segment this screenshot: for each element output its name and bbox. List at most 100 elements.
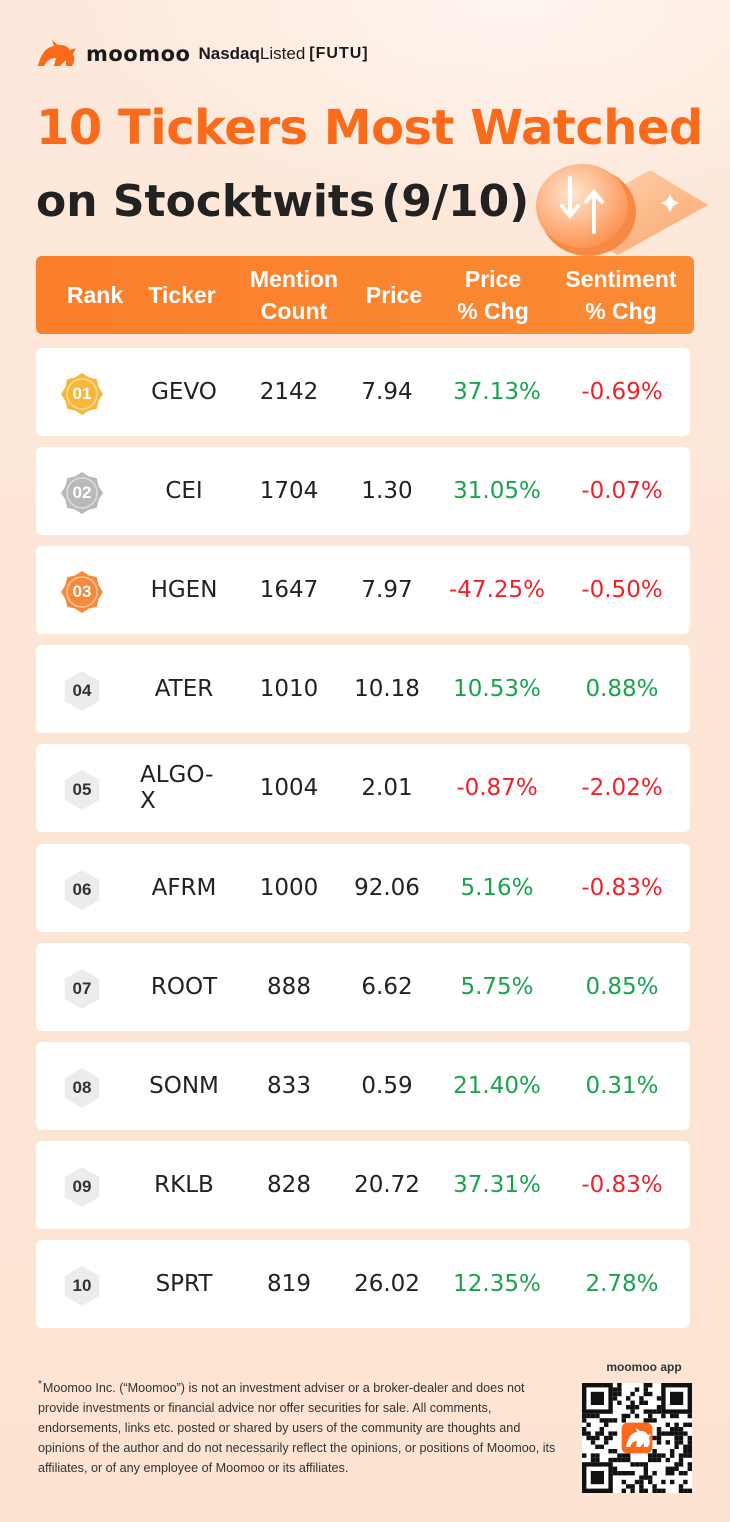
price-change: 12.35% — [453, 1271, 541, 1297]
rank-number: 08 — [72, 1078, 92, 1097]
price-change: 37.31% — [453, 1172, 541, 1198]
price-change: 10.53% — [453, 676, 541, 702]
rank-badge: 02 — [60, 471, 104, 515]
rank-badge-icon — [64, 1068, 100, 1108]
table-row: 09 RKLB 828 20.72 37.31% -0.83% — [36, 1141, 690, 1229]
rank-badge-icon — [64, 870, 100, 910]
brand-name: moomoo — [86, 42, 191, 66]
table-row: 06 AFRM 1000 92.06 5.16% -0.83% — [36, 844, 690, 932]
moomoo-logo-icon — [38, 40, 76, 66]
ticker-symbol: ATER — [154, 676, 214, 702]
price: 1.30 — [361, 478, 413, 504]
ticker-symbol: AFRM — [151, 875, 217, 901]
ticker-symbol: RKLB — [154, 1172, 214, 1198]
price-change: 21.40% — [453, 1073, 541, 1099]
mention-count: 828 — [267, 1172, 311, 1198]
ticker-symbol: SPRT — [155, 1271, 213, 1297]
disclaimer: *Moomoo Inc. (“Moomoo”) is not an invest… — [38, 1378, 568, 1478]
mention-count: 1704 — [259, 478, 319, 504]
rank-number: 07 — [72, 979, 92, 998]
sentiment-change: 2.78% — [585, 1271, 659, 1297]
rank-number: 04 — [72, 681, 92, 700]
coin-arrows-icon — [536, 164, 708, 256]
column-sentiment-chg: Sentiment% Chg — [565, 266, 677, 324]
rank-badge: 03 — [60, 570, 104, 614]
table-row: 10 SPRT 819 26.02 12.35% 2.78% — [36, 1240, 690, 1328]
page-title: 10 Tickers Most Watched — [36, 100, 703, 156]
rank-badge-icon — [61, 571, 103, 613]
column-ticker: Ticker — [148, 282, 216, 308]
price-change: 37.13% — [453, 379, 541, 405]
ticker-symbol: HGEN — [150, 577, 218, 603]
mention-count: 1010 — [259, 676, 319, 702]
disclaimer-marker: * — [38, 1379, 42, 1390]
table-row: 07 ROOT 888 6.62 5.75% 0.85% — [36, 943, 690, 1031]
rank-number: 02 — [72, 483, 92, 502]
price: 2.01 — [361, 775, 413, 801]
rank-badge-icon — [64, 969, 100, 1009]
rank-badge: 08 — [60, 1066, 104, 1110]
price: 7.94 — [361, 379, 413, 405]
mention-count: 888 — [267, 974, 311, 1000]
ticker-symbol: SONM — [149, 1073, 219, 1099]
rank-badge: 01 — [60, 372, 104, 416]
sentiment-change: 0.88% — [585, 676, 659, 702]
disclaimer-text: Moomoo Inc. (“Moomoo”) is not an investm… — [38, 1381, 556, 1475]
page-subtitle: on Stocktwits (9/10) — [36, 176, 529, 227]
rank-badge-icon — [61, 373, 103, 415]
rank-badge-icon — [64, 671, 100, 711]
rank-badge: 06 — [60, 868, 104, 912]
sentiment-change: -0.83% — [581, 1172, 663, 1198]
price-change: 5.75% — [460, 974, 534, 1000]
rank-badge: 10 — [60, 1264, 104, 1308]
mention-count: 833 — [267, 1073, 311, 1099]
ticker-symbol: ROOT — [150, 974, 218, 1000]
app-label: moomoo app — [606, 1360, 682, 1374]
rank-number: 05 — [72, 780, 92, 799]
table-header: Rank Ticker Mention Count Price Price% Ch… — [36, 256, 694, 334]
rank-number: 10 — [72, 1276, 92, 1295]
table-row: 05 ALGO-X 1004 2.01 -0.87% -2.02% — [36, 744, 690, 832]
futu-ticker: [FUTU] — [309, 45, 369, 62]
table-row: 08 SONM 833 0.59 21.40% 0.31% — [36, 1042, 690, 1130]
brand-header: moomoo NasdaqListed [FUTU] — [36, 36, 369, 72]
rank-number: 09 — [72, 1177, 92, 1196]
table-row: 02 CEI 1704 1.30 31.05% -0.07% — [36, 447, 690, 535]
sentiment-change: 0.31% — [585, 1073, 659, 1099]
mention-count: 1004 — [259, 775, 319, 801]
sentiment-change: -0.50% — [581, 577, 663, 603]
price-change: 31.05% — [453, 478, 541, 504]
rank-badge-icon — [61, 472, 103, 514]
ticker-symbol: CEI — [165, 478, 203, 504]
rank-badge: 07 — [60, 967, 104, 1011]
price-change: 5.16% — [460, 875, 534, 901]
price: 26.02 — [354, 1271, 420, 1297]
rank-badge: 09 — [60, 1165, 104, 1209]
price-change: -0.87% — [456, 775, 538, 801]
rank-badge-icon — [64, 1266, 100, 1306]
qr-code-icon — [582, 1383, 692, 1493]
title-date: (9/10) — [381, 176, 530, 227]
rank-badge-icon — [64, 1167, 100, 1207]
table-row: 03 HGEN 1647 7.97 -47.25% -0.50% — [36, 546, 690, 634]
sentiment-change: -2.02% — [581, 775, 663, 801]
rank-badge: 04 — [60, 669, 104, 713]
sentiment-change: -0.07% — [581, 478, 663, 504]
column-mention-count: Mention Count — [249, 266, 339, 324]
rank-number: 06 — [72, 880, 92, 899]
mention-count: 1647 — [259, 577, 319, 603]
mention-count: 2142 — [259, 379, 319, 405]
ticker-symbol: ALGO-X — [140, 762, 214, 814]
price: 6.62 — [361, 974, 413, 1000]
mention-count: 819 — [267, 1271, 311, 1297]
subtitle-text: on Stocktwits — [36, 176, 376, 227]
table-row: 01 GEVO 2142 7.94 37.13% -0.69% — [36, 348, 690, 436]
price: 20.72 — [354, 1172, 420, 1198]
price-change: -47.25% — [449, 577, 545, 603]
sentiment-change: -0.83% — [581, 875, 663, 901]
rank-number: 01 — [72, 384, 92, 403]
column-price: Price — [365, 282, 423, 308]
price: 0.59 — [361, 1073, 413, 1099]
column-rank: Rank — [66, 282, 124, 308]
rank-number: 03 — [72, 582, 92, 601]
